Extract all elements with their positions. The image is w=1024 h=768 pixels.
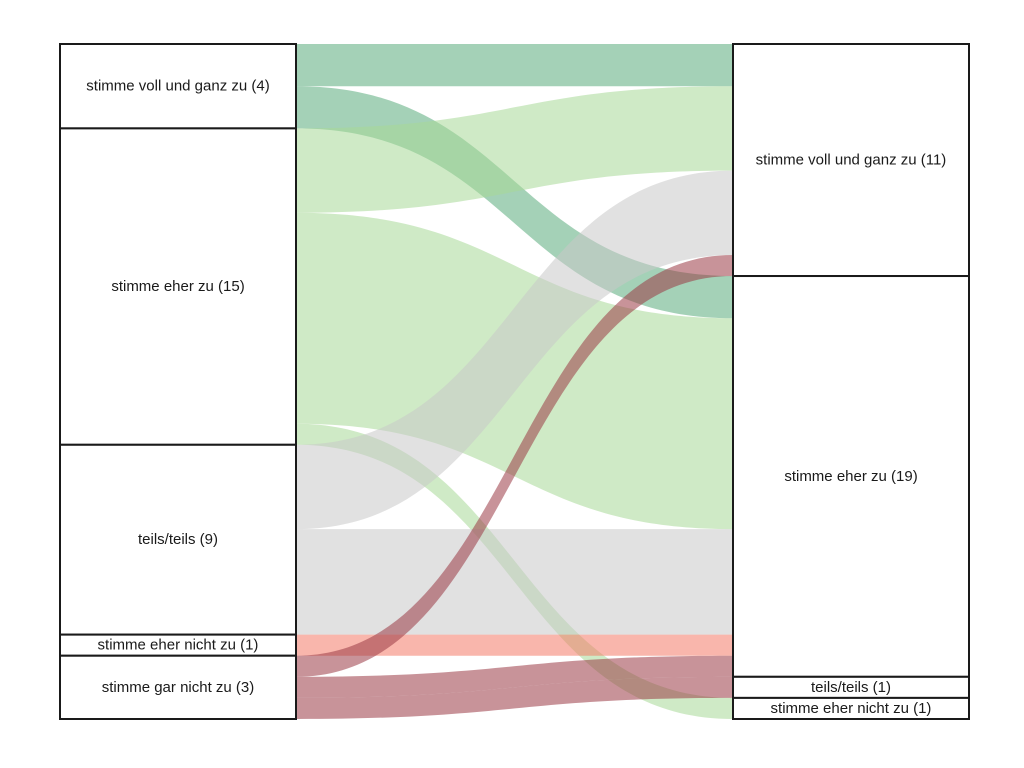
left-node-box <box>59 654 297 720</box>
flow-L_gnz-to-R_tt <box>296 676 733 719</box>
flow-L_tt-to-R_ez <box>296 529 733 635</box>
nodes-layer: stimme voll und ganz zu (4) stimme eher z… <box>59 43 970 720</box>
right-node-R_ez: stimme eher zu (19) <box>732 275 970 678</box>
right-node-label: teils/teils (1) <box>811 679 891 696</box>
right-node-R_enz: stimme eher nicht zu (1) <box>732 696 970 720</box>
left-node-box <box>59 127 297 446</box>
left-node-label: stimme eher nicht zu (1) <box>98 637 259 654</box>
flow-L_enz-to-R_ez <box>296 634 733 656</box>
right-node-box <box>732 696 970 720</box>
right-node-R_vvg: stimme voll und ganz zu (11) <box>732 43 970 278</box>
left-node-L_enz: stimme eher nicht zu (1) <box>59 633 297 657</box>
flows-layer <box>296 44 733 719</box>
right-node-label: stimme voll und ganz zu (11) <box>756 152 947 169</box>
left-node-L_ez: stimme eher zu (15) <box>59 127 297 446</box>
left-node-L_gnz: stimme gar nicht zu (3) <box>59 654 297 720</box>
right-node-label: stimme eher zu (19) <box>784 468 917 485</box>
left-node-label: teils/teils (9) <box>138 531 218 548</box>
left-node-label: stimme voll und ganz zu (4) <box>86 78 269 95</box>
flow-L_gnz-to-R_ez <box>296 655 733 698</box>
right-node-box <box>732 275 970 678</box>
flow-L_vvg-to-R_vvg <box>296 44 733 87</box>
left-node-label: stimme eher zu (15) <box>111 278 244 295</box>
flow-L_tt-to-R_vvg <box>296 170 733 530</box>
flow-L_ez-to-R_vvg <box>296 86 733 213</box>
right-node-box <box>732 43 970 278</box>
flow-L_gnz-to-R_vvg <box>296 254 733 677</box>
right-node-label: stimme eher nicht zu (1) <box>771 700 932 717</box>
left-node-label: stimme gar nicht zu (3) <box>102 679 255 696</box>
right-node-R_tt: teils/teils (1) <box>732 675 970 699</box>
left-node-L_vvg: stimme voll und ganz zu (4) <box>59 43 297 130</box>
left-node-L_tt: teils/teils (9) <box>59 443 297 636</box>
